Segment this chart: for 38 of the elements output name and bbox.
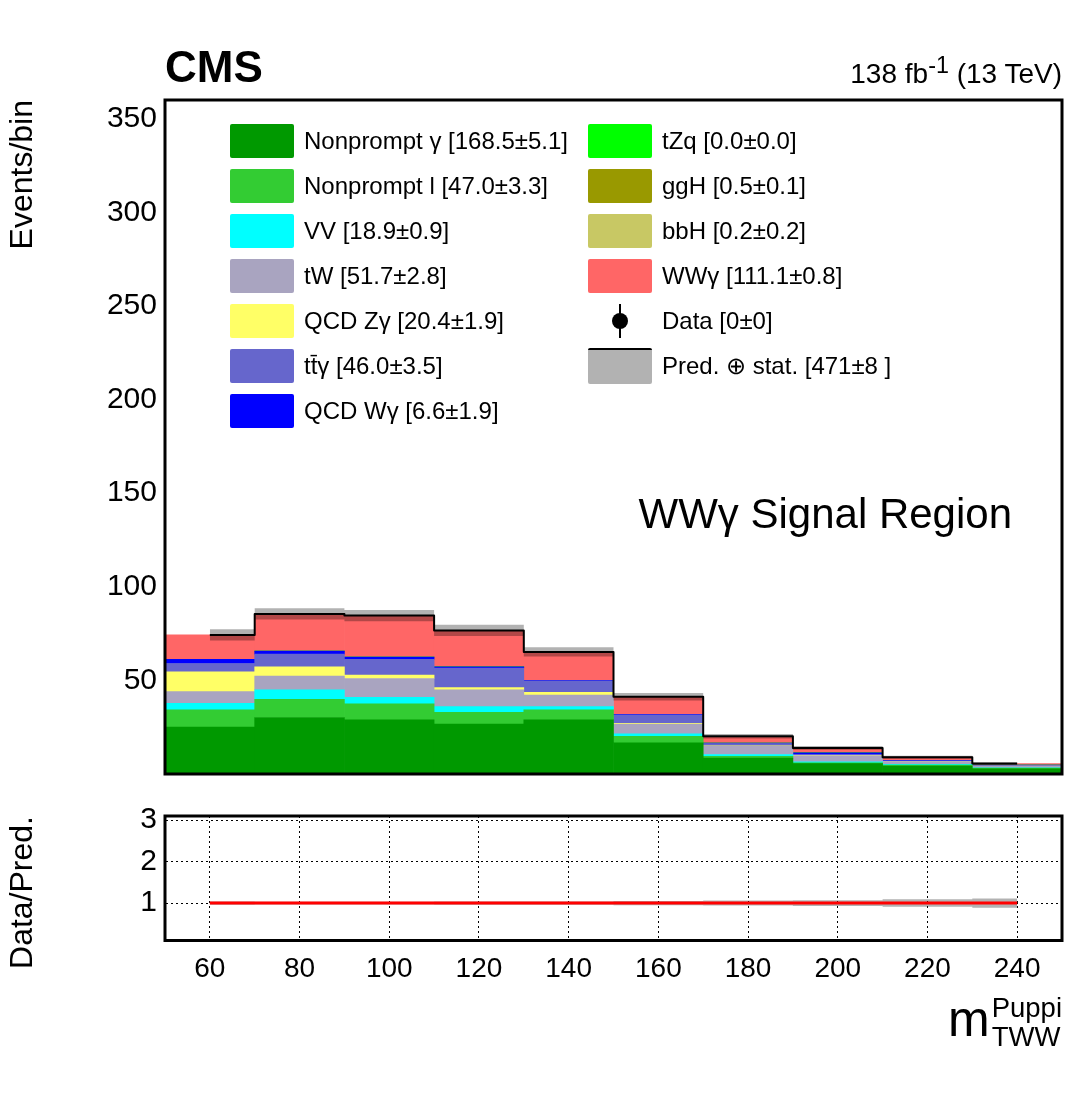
x-tick-label: 200 (814, 951, 862, 983)
y-tick-label: 150 (106, 474, 157, 508)
y-tick-label: 250 (106, 287, 157, 321)
legend-label: QCD Wγ [6.6±1.9] (304, 396, 499, 425)
y-tick-label: 100 (106, 568, 157, 602)
legend-label: Nonprompt l [47.0±3.3] (304, 171, 548, 200)
x-tick-label: 180 (724, 951, 772, 983)
annotation: WWγ Signal Region (638, 490, 1012, 538)
y-tick-label: 50 (123, 661, 157, 695)
x-tick-label: 220 (904, 951, 951, 983)
y-tick-label: 1 (140, 884, 157, 918)
y-axis-title: Events/bin (3, 100, 40, 250)
legend-label: Pred. ⊕ stat. [471±8 ] (662, 351, 892, 380)
x-tick-label: 160 (634, 951, 682, 983)
x-tick-label: 100 (365, 951, 413, 983)
x-tick-label: 80 (283, 951, 316, 983)
legend-label: Nonprompt γ [168.5±5.1] (304, 126, 568, 155)
legend-label: Data [0±0] (662, 306, 773, 335)
x-tick-label: 240 (993, 951, 1041, 983)
legend-label: tW [51.7±2.8] (304, 261, 447, 290)
y-axis-title: Data/Pred. (3, 816, 40, 969)
y-tick-label: 300 (106, 193, 157, 227)
legend-label: WWγ [111.1±0.8] (662, 261, 843, 290)
y-tick-label: 350 (106, 99, 157, 133)
legend-label: bbH [0.2±0.2] (662, 216, 806, 245)
legend-label: tt̄γ [46.0±3.5] (304, 351, 443, 380)
x-tick-label: 140 (545, 951, 593, 983)
y-tick-label: 2 (140, 842, 157, 876)
legend-label: tZq [0.0±0.0] (662, 126, 797, 155)
y-tick-label: 3 (140, 801, 157, 835)
legend-label: VV [18.9±0.9] (304, 216, 450, 245)
x-tick-label: 120 (455, 951, 503, 983)
chart-subtitle: 138 fb$^{-1}$ (13 TeV) (850, 52, 1062, 91)
y-tick-label: 200 (106, 380, 157, 414)
x-tick-label: 60 (194, 951, 226, 983)
legend-label: ggH [0.5±0.1] (662, 171, 806, 200)
chart-title: CMS (165, 42, 263, 92)
legend-label: QCD Zγ [20.4±1.9] (304, 306, 504, 335)
